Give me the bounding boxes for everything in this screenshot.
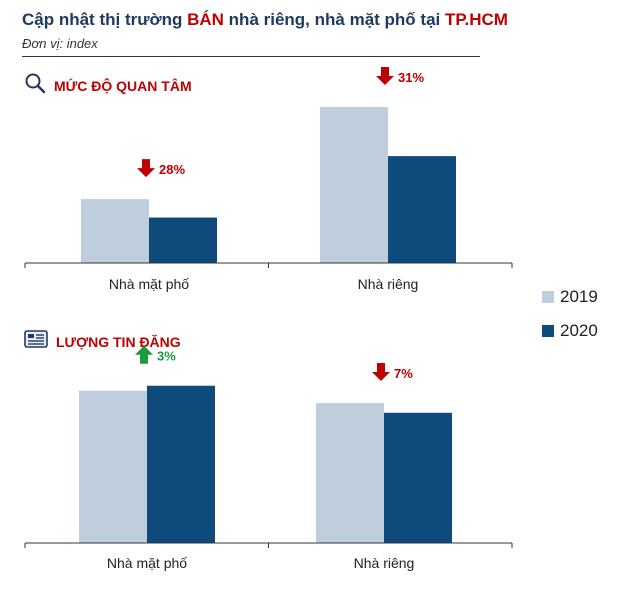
bar-2-1-2020 [147,385,215,543]
section-interest-label: MỨC ĐỘ QUAN TÂM [54,77,192,94]
bar-2-2-2020 [384,412,452,543]
category-label-1-2: Nhà riêng [358,276,419,292]
legend-label-2019: 2019 [560,287,598,306]
newspaper-icon [24,330,48,353]
bar-2-2-2019 [316,402,384,543]
section-listings-label: LƯỢNG TIN ĐĂNG [56,333,181,350]
legend-swatch-2020 [542,325,554,337]
section-listings-header: LƯỢNG TIN ĐĂNG [24,330,181,353]
category-label-2-2: Nhà riêng [354,555,415,571]
legend-label-2020: 2020 [560,321,598,340]
bar-1-2-2019 [320,106,388,263]
change-label-1-2: 31% [398,70,424,85]
bar-1-1-2019 [81,199,149,263]
change-arrow-up-2-1 [135,345,153,364]
change-label-2-1: 3% [157,349,176,364]
title-divider [22,56,480,57]
category-label-2-1: Nhà mặt phố [107,555,187,571]
section-interest-header: MỨC ĐỘ QUAN TÂM [24,72,192,99]
page-title: Cập nhật thị trường BÁN nhà riêng, nhà m… [22,10,508,29]
search-icon [24,72,46,99]
bar-1-2-2020 [388,156,456,263]
change-arrow-down-1-1 [137,159,155,178]
change-arrow-down-2-2 [372,362,390,381]
category-label-1-1: Nhà mặt phố [109,276,189,292]
change-label-2-2: 7% [394,366,413,381]
legend-item-2019: 2019 [542,287,598,307]
change-arrow-down-1-2 [376,66,394,85]
bar-1-1-2020 [149,217,217,263]
bar-2-1-2019 [79,390,147,543]
change-label-1-1: 28% [159,162,185,177]
legend-item-2020: 2020 [542,321,598,341]
unit-note: Đơn vị: index [22,36,98,51]
legend-swatch-2019 [542,291,554,303]
